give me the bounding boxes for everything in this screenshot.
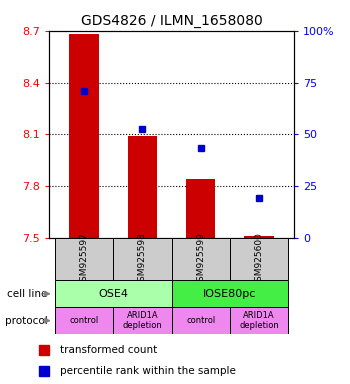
Bar xyxy=(244,236,274,238)
Bar xyxy=(186,179,215,238)
Bar xyxy=(113,238,172,280)
Bar xyxy=(172,238,230,280)
Bar xyxy=(55,280,172,307)
Text: GSM925598: GSM925598 xyxy=(138,232,147,286)
Bar xyxy=(55,307,113,334)
Text: percentile rank within the sample: percentile rank within the sample xyxy=(60,366,236,376)
Bar xyxy=(230,238,288,280)
Text: control: control xyxy=(186,316,215,325)
Bar xyxy=(172,307,230,334)
Text: ARID1A
depletion: ARID1A depletion xyxy=(122,311,162,330)
Bar xyxy=(113,307,172,334)
Text: GSM925600: GSM925600 xyxy=(254,232,264,286)
Bar xyxy=(55,238,113,280)
Bar xyxy=(128,136,157,238)
Title: GDS4826 / ILMN_1658080: GDS4826 / ILMN_1658080 xyxy=(80,14,262,28)
Bar xyxy=(230,307,288,334)
Text: OSE4: OSE4 xyxy=(98,289,128,299)
Text: protocol: protocol xyxy=(5,316,48,326)
Bar xyxy=(172,280,288,307)
Text: GSM925597: GSM925597 xyxy=(79,232,89,286)
Text: GSM925599: GSM925599 xyxy=(196,232,205,286)
Bar xyxy=(69,34,99,238)
Text: ARID1A
depletion: ARID1A depletion xyxy=(239,311,279,330)
Text: cell line: cell line xyxy=(7,289,48,299)
Text: transformed count: transformed count xyxy=(60,345,157,355)
Text: control: control xyxy=(69,316,99,325)
Text: IOSE80pc: IOSE80pc xyxy=(203,289,257,299)
